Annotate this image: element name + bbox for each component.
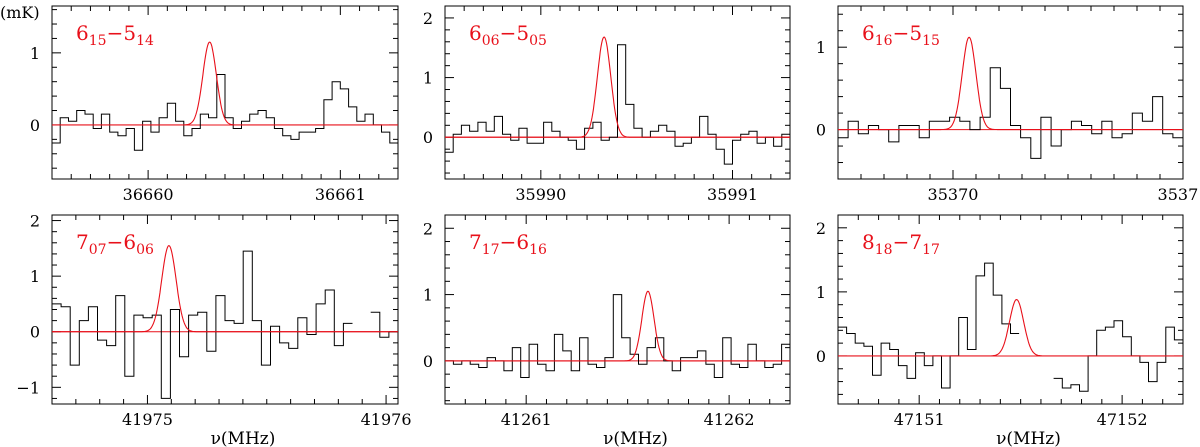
y-tick-label: 1 [816,283,826,302]
model-fit-line [838,36,1183,131]
x-tick-label: 35991 [707,185,758,204]
plot-frame [444,214,791,405]
y-tick-label: 2 [816,219,826,238]
model-fit-line [445,290,790,362]
plot-frame [837,214,1184,405]
model-fit-line [52,41,398,126]
y-tick-label: 0 [816,121,826,140]
spectrum-panel-4: 41975 41976 −1 0 1 2 707−606 ν(MHz) [16,212,411,447]
spectrum-panel-2: 35990 35991 0 1 2 606−505 [423,5,791,204]
y-tick-label: 0 [423,352,433,371]
x-tick-label: 36661 [315,185,366,204]
x-tick-label: 35990 [515,185,566,204]
x-tick-label: 41261 [501,410,552,429]
y-tick-label: 2 [423,9,433,28]
observed-spectrum [838,67,1183,159]
x-tick-label: 47151 [894,410,945,429]
transition-label: 717−616 [469,230,547,258]
x-axis-label: ν(MHz) [996,429,1061,447]
transition-label: 616−515 [862,21,940,49]
y-tick-label: −1 [16,378,40,397]
observed-spectrum [52,74,398,151]
y-tick-label: 0 [423,128,433,147]
observed-spectrum [445,44,790,165]
model-fit-line [445,36,790,138]
x-axis-label: ν(MHz) [603,429,668,447]
model-fit-line [838,299,1183,357]
observed-spectrum [838,262,1183,392]
transition-label: 707−606 [76,230,154,258]
y-tick-label: 0 [30,116,40,135]
observed-spectrum [52,250,398,399]
x-tick-label: 35370 [928,185,979,204]
x-tick-label: 41976 [361,410,412,429]
y-unit-label: (mK) [0,3,40,22]
spectrum-panel-3: 35370 35371 0 1 616−515 [816,5,1200,204]
y-tick-label: 0 [816,347,826,366]
y-tick-label: 1 [423,286,433,305]
x-tick-label: 36660 [123,185,174,204]
y-tick-label: 2 [423,219,433,238]
y-tick-label: 1 [30,44,40,63]
x-tick-label: 35371 [1158,185,1200,204]
spectrum-panel-1: 36660 36661 0 1 615−514 [30,5,399,204]
transition-label: 606−505 [469,21,547,49]
y-tick-label: 1 [423,69,433,88]
x-tick-label: 41262 [704,410,755,429]
y-tick-label: 1 [816,38,826,57]
spectrum-panel-5: 41261 41262 0 1 2 717−616 ν(MHz) [423,214,791,447]
transition-label: 615−514 [76,21,154,49]
y-tick-label: 0 [30,323,40,342]
x-tick-label: 41975 [122,410,173,429]
observed-spectrum [445,294,790,378]
model-fit-line [52,244,398,333]
y-tick-label: 1 [30,267,40,286]
transition-label: 818−717 [862,230,940,258]
x-tick-label: 47152 [1097,410,1148,429]
spectrum-panel-6: 47151 47152 0 1 2 818−717 ν(MHz) [816,214,1184,447]
x-axis-label: ν(MHz) [211,429,276,447]
plot-frame [837,5,1184,180]
y-tick-label: 2 [30,212,40,231]
